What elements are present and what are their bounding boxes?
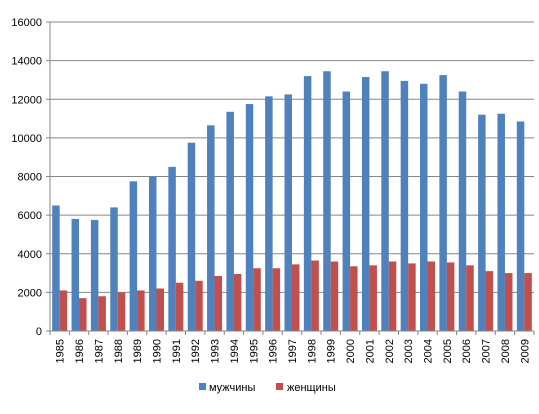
axes bbox=[46, 21, 535, 335]
x-tick-label: 1998 bbox=[306, 339, 318, 363]
bar-men-1994 bbox=[226, 111, 234, 331]
bar-men-2005 bbox=[439, 75, 447, 331]
x-tick-label: 1988 bbox=[113, 339, 125, 363]
y-tick-label: 10000 bbox=[11, 133, 42, 145]
bar-men-1996 bbox=[265, 96, 273, 332]
bar-women-1995 bbox=[253, 268, 261, 331]
x-tick-label: 1997 bbox=[287, 339, 299, 363]
bar-men-1985 bbox=[52, 205, 60, 331]
bar-men-2004 bbox=[420, 83, 428, 331]
x-tick-label: 2004 bbox=[423, 339, 435, 363]
y-tick-label: 12000 bbox=[11, 94, 42, 106]
bar-men-2006 bbox=[458, 91, 467, 332]
bar-men-1989 bbox=[129, 181, 138, 331]
legend-label-men: мужчины bbox=[209, 382, 255, 394]
bar-men-2002 bbox=[381, 71, 389, 331]
bar-men-1987 bbox=[90, 219, 99, 331]
x-tick-label: 1993 bbox=[210, 339, 222, 363]
bar-women-1992 bbox=[195, 280, 203, 331]
x-tick-label: 1991 bbox=[171, 339, 183, 363]
bar-women-1989 bbox=[137, 290, 145, 331]
y-tick-label: 8000 bbox=[18, 172, 42, 184]
bar-women-2005 bbox=[446, 262, 455, 331]
bar-women-2006 bbox=[466, 265, 474, 331]
bar-women-2004 bbox=[427, 261, 436, 331]
x-tick-label: 2001 bbox=[364, 339, 376, 363]
x-tick-label: 1995 bbox=[248, 339, 260, 363]
bar-women-1998 bbox=[311, 260, 319, 331]
y-axis-tick-labels: 0 2000 4000 6000 8000 10000 12000 14000 16000 bbox=[11, 17, 42, 338]
legend-swatch-men bbox=[199, 383, 206, 390]
bar-women-2000 bbox=[350, 266, 358, 331]
bar-men-1988 bbox=[110, 207, 118, 331]
bar-men-1990 bbox=[148, 176, 157, 331]
x-tick-label: 1989 bbox=[132, 339, 144, 363]
bar-women-1985 bbox=[59, 290, 68, 331]
bar-men-1992 bbox=[187, 142, 196, 331]
x-tick-label: 1987 bbox=[93, 339, 105, 363]
bar-women-1999 bbox=[330, 261, 339, 331]
x-tick-label: 2009 bbox=[519, 339, 531, 363]
legend: мужчины женщины bbox=[199, 382, 336, 394]
bar-men-2003 bbox=[400, 80, 409, 331]
x-tick-label: 2003 bbox=[403, 339, 415, 363]
legend-label-women: женщины bbox=[287, 382, 336, 394]
y-tick-label: 4000 bbox=[18, 249, 42, 261]
bar-men-2001 bbox=[361, 77, 370, 332]
x-tick-label: 1992 bbox=[190, 339, 202, 363]
bar-men-1998 bbox=[303, 76, 312, 331]
y-tick-label: 14000 bbox=[11, 56, 42, 68]
y-tick-label: 16000 bbox=[11, 17, 42, 29]
bar-women-1994 bbox=[233, 274, 242, 331]
bar-men-2009 bbox=[516, 121, 525, 331]
bar-women-1993 bbox=[214, 275, 223, 331]
x-tick-label: 2005 bbox=[442, 339, 454, 363]
x-tick-label: 2008 bbox=[500, 339, 512, 363]
y-tick-label: 6000 bbox=[18, 210, 42, 222]
bar-men-1993 bbox=[207, 125, 215, 332]
bar-men-1997 bbox=[284, 94, 292, 331]
bar-men-1995 bbox=[245, 104, 254, 331]
bar-women-1996 bbox=[272, 268, 281, 331]
x-tick-label: 1996 bbox=[268, 339, 280, 363]
bars bbox=[52, 71, 532, 332]
x-tick-label: 2000 bbox=[345, 339, 357, 363]
x-tick-label: 1994 bbox=[229, 339, 241, 363]
bar-men-2008 bbox=[497, 113, 505, 331]
bar-women-1986 bbox=[79, 298, 87, 331]
bar-women-1990 bbox=[156, 288, 164, 331]
bar-men-1991 bbox=[168, 166, 176, 331]
bar-women-2007 bbox=[485, 271, 494, 331]
bar-men-2007 bbox=[478, 114, 486, 331]
bar-men-1999 bbox=[323, 71, 331, 331]
y-tick-label: 0 bbox=[36, 326, 42, 338]
y-tick-label: 2000 bbox=[18, 287, 42, 299]
bar-women-1991 bbox=[175, 282, 184, 331]
bar-women-2009 bbox=[524, 273, 532, 331]
x-tick-label: 1990 bbox=[151, 339, 163, 363]
x-tick-label: 1986 bbox=[74, 339, 86, 363]
bar-women-1988 bbox=[117, 292, 126, 331]
bar-women-2002 bbox=[388, 261, 397, 331]
bar-women-2001 bbox=[369, 265, 377, 331]
bar-women-1987 bbox=[98, 296, 106, 331]
x-tick-label: 2006 bbox=[461, 339, 473, 363]
legend-swatch-women bbox=[276, 383, 283, 390]
bar-men-1986 bbox=[71, 218, 80, 331]
bar-women-2003 bbox=[408, 263, 416, 331]
bar-women-1997 bbox=[292, 264, 300, 331]
bar-men-2000 bbox=[342, 91, 351, 332]
x-tick-label: 1999 bbox=[326, 339, 338, 363]
x-tick-label: 1985 bbox=[55, 339, 67, 363]
x-axis-tick-labels: 1985 1986 1987 1988 1989 1990 1991 1992 1993 1994… bbox=[55, 339, 532, 363]
x-tick-label: 2002 bbox=[384, 339, 396, 363]
x-tick-label: 2007 bbox=[481, 339, 493, 363]
bar-women-2008 bbox=[504, 273, 513, 331]
